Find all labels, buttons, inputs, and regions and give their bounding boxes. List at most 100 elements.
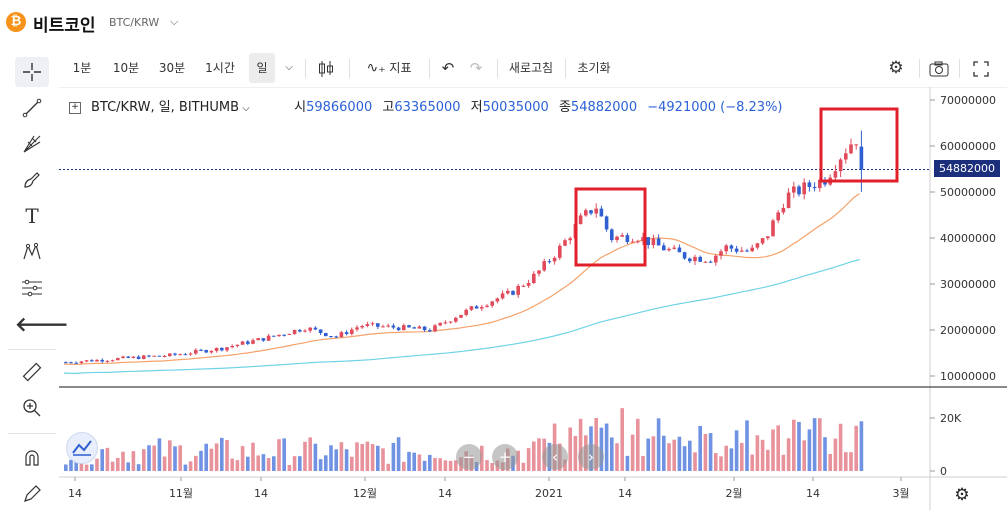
candle-body: [308, 327, 312, 331]
candle-body: [287, 333, 292, 335]
highlight-box: [574, 187, 647, 267]
interval-1min[interactable]: 1분: [72, 61, 92, 75]
text-tool-icon[interactable]: T: [25, 204, 39, 228]
candle-body: [516, 285, 520, 295]
volume-bar: [729, 448, 734, 471]
interval-day[interactable]: 일: [249, 53, 275, 83]
volume-bar: [152, 445, 156, 471]
volume-bar: [740, 442, 744, 471]
settings-gear-icon[interactable]: ⚙: [888, 58, 904, 78]
candle-body: [324, 332, 328, 337]
volume-bar: [443, 460, 448, 471]
volume-bar: [147, 445, 151, 471]
fib-fan-icon[interactable]: [15, 129, 49, 159]
candle-body: [74, 362, 78, 364]
volume-bar: [313, 443, 318, 471]
symbol-dropdown-icon[interactable]: ⌵: [239, 103, 250, 114]
price-chart[interactable]: 70000000 60000000 50000000 40000000 30000000…: [59, 87, 1007, 510]
volume-bar: [703, 434, 708, 471]
volume-bar: [188, 461, 193, 471]
undo-icon[interactable]: ↶: [441, 59, 455, 77]
scroll-right-icon[interactable]: ›: [578, 444, 604, 470]
candle-body: [402, 325, 406, 331]
crosshair-icon[interactable]: [15, 57, 49, 87]
candle-body: [370, 323, 375, 325]
bitcoin-icon: ₿: [6, 12, 26, 32]
candle-body: [194, 349, 198, 354]
volume-bar: [334, 449, 338, 471]
interval-10min[interactable]: 10분: [112, 61, 140, 75]
candle-body: [225, 347, 229, 351]
arrow-left-icon[interactable]: 🡐: [15, 312, 69, 336]
candle-body: [755, 243, 760, 248]
candle-body: [110, 360, 115, 362]
candlestick-type-icon[interactable]: [313, 53, 339, 83]
refresh-button[interactable]: 새로고침: [508, 61, 554, 75]
current-price-tag: 54882000: [934, 160, 1000, 177]
volume-bar: [90, 464, 94, 471]
interval-30min[interactable]: 30분: [158, 61, 186, 75]
volume-bar: [157, 438, 162, 471]
zoom-in-small-icon[interactable]: +: [492, 444, 518, 470]
low-label: 저: [470, 100, 483, 115]
candle-body: [662, 245, 666, 251]
zoom-out-icon[interactable]: −: [456, 444, 482, 470]
volume-bar: [116, 457, 120, 471]
pattern-icon[interactable]: [15, 237, 49, 267]
chevron-down-icon[interactable]: ⌵: [170, 15, 179, 28]
redo-icon[interactable]: ↷: [469, 59, 483, 77]
volume-bar: [568, 427, 572, 471]
volume-bar: [266, 458, 271, 471]
volume-bar: [677, 436, 682, 471]
brush-icon[interactable]: [15, 165, 49, 195]
volume-bar: [64, 464, 68, 471]
chart-area[interactable]: 70000000 60000000 50000000 40000000 30000000…: [59, 87, 1007, 510]
fullscreen-icon[interactable]: [967, 53, 995, 83]
candle-body: [490, 301, 494, 306]
interval-dropdown-icon[interactable]: ⌵: [285, 62, 293, 73]
candle-body: [474, 306, 479, 309]
volume-bar: [386, 463, 390, 471]
time-tick-label: 2월: [725, 487, 742, 500]
volume-bar: [126, 462, 130, 471]
reset-button[interactable]: 초기화: [577, 61, 611, 75]
camera-icon[interactable]: [925, 53, 953, 83]
trend-line-icon[interactable]: [15, 93, 49, 123]
zoom-in-icon[interactable]: [15, 393, 49, 423]
volume-bar: [261, 454, 266, 471]
candle-body: [729, 245, 734, 249]
volume-bar: [131, 451, 136, 471]
chart-style-button[interactable]: [66, 432, 98, 464]
price-tick-label: 20000000: [940, 324, 996, 337]
volume-tick-label: 20K: [940, 412, 962, 425]
volume-bar: [698, 425, 702, 471]
indicator-button[interactable]: ∿₊ 지표: [359, 53, 419, 83]
legend-symbol[interactable]: BTC/KRW, 일, BITHUMB: [91, 100, 240, 115]
volume-bar: [667, 443, 671, 471]
ruler-icon[interactable]: [15, 357, 49, 387]
axis-settings-gear-icon[interactable]: ⚙: [954, 485, 970, 505]
scroll-left-icon[interactable]: ‹: [542, 444, 568, 470]
magnet-icon[interactable]: [15, 443, 49, 473]
candle-body: [776, 212, 780, 221]
separator: [497, 59, 498, 78]
volume-bar: [292, 456, 297, 471]
volume-bar: [833, 438, 838, 471]
legend-toggle-icon[interactable]: +: [69, 101, 81, 114]
volume-bar: [287, 464, 292, 471]
time-tick-label: 14: [618, 487, 632, 500]
candle-body: [500, 293, 505, 299]
volume-bar: [376, 445, 380, 471]
volume-bar: [230, 458, 234, 471]
candle-body: [381, 326, 385, 328]
app-header: ₿ 비트코인 BTC/KRW ⌵: [0, 0, 1007, 45]
candle-body: [771, 220, 775, 237]
volume-bar: [240, 446, 245, 471]
indicator-icon: ∿₊: [366, 60, 386, 76]
pencil-lock-icon[interactable]: [15, 479, 49, 509]
candle-body: [183, 354, 188, 356]
interval-1hour[interactable]: 1시간: [205, 61, 235, 75]
candle-body: [318, 329, 323, 333]
candle-body: [521, 285, 526, 287]
measure-range-icon[interactable]: [15, 273, 49, 303]
